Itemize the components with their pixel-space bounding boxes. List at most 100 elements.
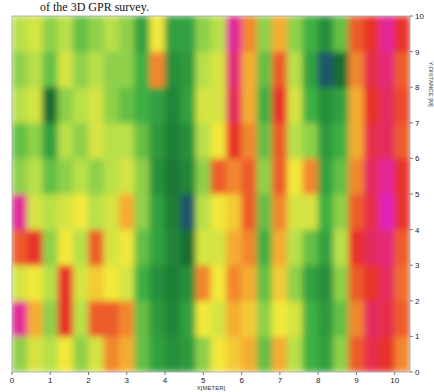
cell [241, 158, 257, 194]
cell [303, 229, 319, 265]
cell [287, 87, 303, 123]
cell [195, 336, 211, 372]
cell [195, 123, 211, 159]
cell [318, 229, 334, 265]
y-tick-label: 6 [415, 154, 420, 163]
cell [318, 265, 334, 301]
cell [379, 301, 395, 337]
cell [379, 51, 395, 87]
cell [73, 301, 89, 337]
cell [134, 336, 150, 372]
x-tick-label: 10 [390, 376, 399, 385]
cell [333, 301, 349, 337]
cell [333, 336, 349, 372]
cell [195, 301, 211, 337]
cell [27, 301, 43, 337]
heatmap-svg: 012345678910012345678910X[METER]Y-DISTAN… [0, 0, 434, 392]
cell [318, 194, 334, 230]
cell [42, 87, 58, 123]
y-tick-label: 2 [415, 297, 420, 306]
cell [58, 51, 74, 87]
cell [318, 51, 334, 87]
cell [73, 158, 89, 194]
x-tick [356, 372, 357, 375]
y-tick [410, 229, 413, 230]
y-axis-label: Y-DISTANCE [M] [428, 61, 434, 107]
cell [104, 16, 120, 52]
cell [88, 336, 104, 372]
cell [119, 301, 135, 337]
cell [195, 265, 211, 301]
x-tick-label: 9 [354, 376, 359, 385]
cell [287, 265, 303, 301]
cell [134, 301, 150, 337]
y-tick-label: 4 [415, 226, 420, 235]
x-tick [88, 372, 89, 375]
cell [42, 301, 58, 337]
cell [134, 87, 150, 123]
cell [241, 123, 257, 159]
cell [88, 301, 104, 337]
cell [241, 301, 257, 337]
cell [195, 229, 211, 265]
cell [73, 194, 89, 230]
cell [348, 301, 364, 337]
cell [42, 265, 58, 301]
cell [272, 194, 288, 230]
cell [180, 229, 196, 265]
cell [58, 123, 74, 159]
cell [394, 87, 410, 123]
x-tick [165, 372, 166, 375]
cell [303, 16, 319, 52]
cell [12, 16, 28, 52]
cell [333, 87, 349, 123]
cell [58, 336, 74, 372]
cell [364, 265, 380, 301]
cell [119, 265, 135, 301]
cell [149, 194, 165, 230]
cell [394, 123, 410, 159]
y-tick-label: 7 [415, 119, 420, 128]
cell [241, 265, 257, 301]
cells [12, 16, 410, 372]
cell [42, 336, 58, 372]
cell [165, 158, 181, 194]
plot-frame [12, 16, 410, 372]
y-tick-label: 9 [415, 48, 420, 57]
cell [257, 301, 273, 337]
cell [134, 158, 150, 194]
cell [394, 229, 410, 265]
cell [104, 87, 120, 123]
cell [348, 194, 364, 230]
cell [257, 51, 273, 87]
cell [134, 51, 150, 87]
x-tick [394, 372, 395, 375]
cell [180, 336, 196, 372]
cell [73, 229, 89, 265]
cell [165, 265, 181, 301]
cell [364, 87, 380, 123]
cell [241, 194, 257, 230]
cell [149, 123, 165, 159]
cell [134, 16, 150, 52]
cell [211, 265, 227, 301]
y-tick [410, 87, 413, 88]
cell [165, 16, 181, 52]
cell [119, 229, 135, 265]
y-tick-label: 10 [415, 12, 424, 21]
cell [149, 87, 165, 123]
cell [195, 87, 211, 123]
cell [12, 229, 28, 265]
x-tick [279, 372, 280, 375]
x-tick-label: 5 [201, 376, 206, 385]
y-tick [410, 122, 413, 123]
cell [58, 87, 74, 123]
cell [257, 229, 273, 265]
cell [27, 194, 43, 230]
cell [180, 194, 196, 230]
cell [58, 194, 74, 230]
cell [241, 16, 257, 52]
cell [88, 123, 104, 159]
cell [241, 336, 257, 372]
cell [348, 123, 364, 159]
